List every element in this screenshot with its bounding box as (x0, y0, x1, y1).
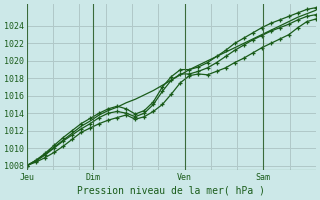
X-axis label: Pression niveau de la mer( hPa ): Pression niveau de la mer( hPa ) (77, 186, 265, 196)
